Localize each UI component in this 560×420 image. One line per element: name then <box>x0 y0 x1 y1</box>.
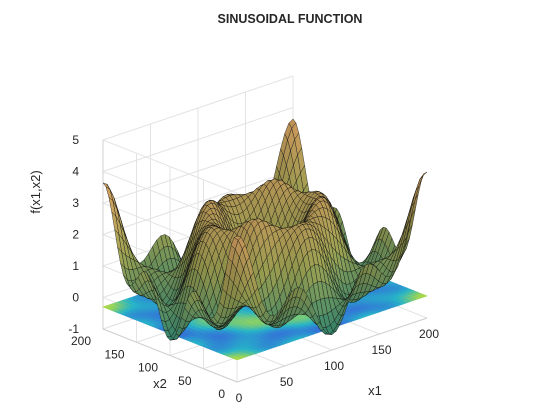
z-tick-label: 4 <box>72 165 79 179</box>
z-axis-label: f(x1,x2) <box>28 170 43 213</box>
x-tick-label: 200 <box>419 327 439 341</box>
y-tick-label: 0 <box>218 387 225 401</box>
x-tick-label: 50 <box>280 375 294 389</box>
surface-facet <box>419 171 428 180</box>
z-tick-label: -1 <box>68 322 79 336</box>
z-tick-label: 2 <box>72 228 79 242</box>
y-axis-line <box>102 328 238 383</box>
z-tick-label: 0 <box>72 291 79 305</box>
z-tick-label: 3 <box>72 196 79 210</box>
surface-mesh <box>102 118 428 341</box>
x-axis-line <box>236 317 428 383</box>
z-tick-label: 5 <box>72 133 79 147</box>
x-axis-label: x1 <box>368 383 382 398</box>
y-tick-label: 50 <box>178 374 192 388</box>
x-tick-label: 100 <box>324 359 344 373</box>
y-tick-label: 200 <box>71 334 91 348</box>
y-tick-label: 150 <box>104 347 124 361</box>
z-tick-label: 1 <box>72 259 79 273</box>
chart-title: SINUSOIDAL FUNCTION <box>218 12 363 26</box>
x-tick-label: 150 <box>371 343 391 357</box>
y-tick-label: 100 <box>138 361 158 375</box>
x-tick-label: 0 <box>236 391 243 405</box>
y-axis-label: x2 <box>153 376 167 391</box>
